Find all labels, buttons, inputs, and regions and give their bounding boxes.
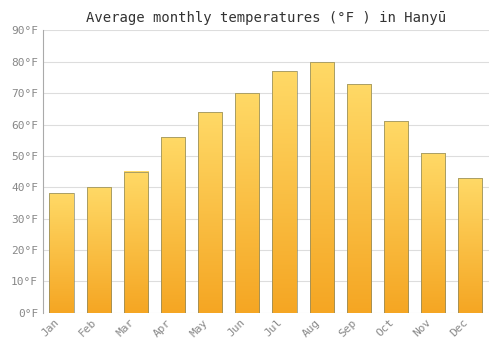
Bar — [236, 93, 260, 313]
Bar — [198, 112, 222, 313]
Bar — [86, 187, 111, 313]
Bar — [50, 194, 74, 313]
Title: Average monthly temperatures (°F ) in Hanyū: Average monthly temperatures (°F ) in Ha… — [86, 11, 446, 25]
Bar — [347, 84, 371, 313]
Bar — [124, 172, 148, 313]
Bar — [161, 137, 185, 313]
Bar — [458, 178, 482, 313]
Bar — [272, 71, 296, 313]
Bar — [384, 121, 408, 313]
Bar — [421, 153, 445, 313]
Bar — [310, 62, 334, 313]
